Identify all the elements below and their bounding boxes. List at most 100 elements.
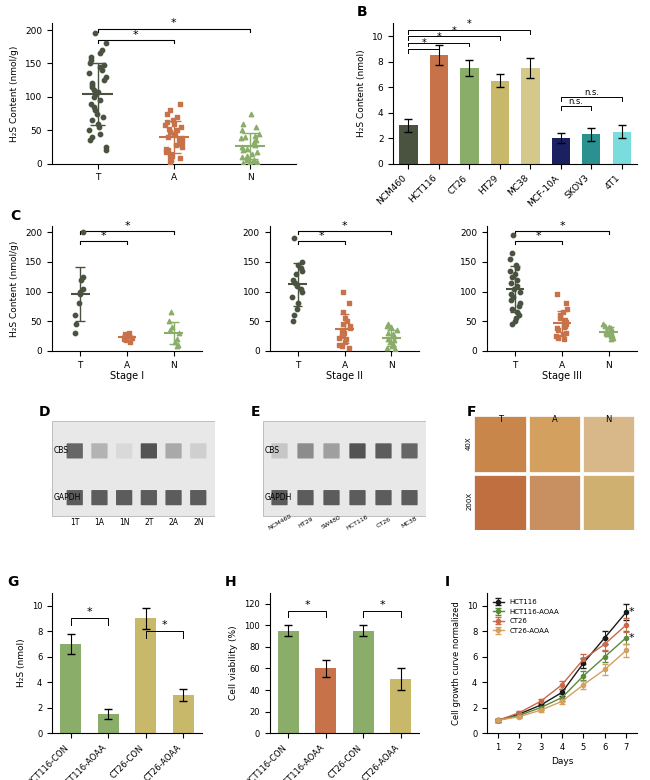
Text: CBS: CBS <box>53 446 69 456</box>
FancyBboxPatch shape <box>165 490 181 505</box>
FancyBboxPatch shape <box>190 490 207 505</box>
Text: F: F <box>466 405 476 419</box>
Text: *: * <box>629 607 634 617</box>
Point <box>174 327 184 339</box>
Point <box>236 132 246 144</box>
Point <box>560 320 570 332</box>
Point <box>254 127 264 140</box>
Point <box>342 315 352 328</box>
Point <box>96 64 107 76</box>
Point <box>382 342 392 354</box>
FancyBboxPatch shape <box>324 443 339 459</box>
Point <box>289 276 300 289</box>
Point <box>297 264 307 277</box>
Point <box>172 111 183 123</box>
Point <box>166 154 176 166</box>
Point <box>562 327 572 339</box>
Point <box>162 116 172 129</box>
Point <box>122 330 133 342</box>
Point <box>242 154 252 166</box>
Text: *: * <box>452 26 456 36</box>
Point <box>291 268 301 280</box>
Point <box>552 289 563 301</box>
Point <box>93 85 103 98</box>
Point <box>514 300 525 313</box>
Point <box>337 324 347 336</box>
Point <box>382 320 393 332</box>
Point <box>338 318 348 331</box>
Point <box>296 282 306 295</box>
Point <box>75 274 86 286</box>
Point <box>508 229 518 241</box>
Point <box>119 333 129 346</box>
X-axis label: Stage I: Stage I <box>110 371 144 381</box>
FancyBboxPatch shape <box>165 443 181 459</box>
Point <box>515 297 525 310</box>
Text: 1T: 1T <box>70 518 79 527</box>
Point <box>337 340 347 353</box>
Point <box>337 330 347 342</box>
Point <box>337 306 348 318</box>
FancyBboxPatch shape <box>375 443 391 459</box>
Point <box>87 114 98 126</box>
Point <box>246 108 256 120</box>
Text: *: * <box>437 32 441 42</box>
Point <box>124 327 134 339</box>
FancyBboxPatch shape <box>298 443 313 459</box>
Point <box>174 134 184 147</box>
Point <box>84 134 95 147</box>
Text: *: * <box>342 221 347 231</box>
Point <box>172 340 183 353</box>
Point <box>84 67 94 80</box>
Point <box>506 276 517 289</box>
Point <box>561 297 571 310</box>
Text: *: * <box>379 601 385 610</box>
FancyBboxPatch shape <box>190 443 207 459</box>
Text: *: * <box>467 20 472 29</box>
Text: 200X: 200X <box>466 492 472 510</box>
Bar <box>460 68 478 164</box>
Point <box>386 321 396 333</box>
FancyBboxPatch shape <box>349 490 365 505</box>
Point <box>86 98 96 110</box>
Point <box>168 114 178 126</box>
Point <box>385 335 395 348</box>
Point <box>558 321 569 333</box>
Text: n.s.: n.s. <box>569 97 584 105</box>
Point <box>605 323 616 335</box>
Point <box>238 157 248 169</box>
Point <box>296 261 306 274</box>
Point <box>250 121 261 133</box>
Point <box>553 324 564 336</box>
Point <box>334 339 345 351</box>
Point <box>70 327 80 339</box>
Point <box>74 297 85 310</box>
Point <box>172 124 182 136</box>
Bar <box>474 417 526 472</box>
Point <box>165 104 176 116</box>
Point <box>512 279 523 292</box>
Bar <box>52 420 214 516</box>
Legend: HCT116, HCT116-AOAA, CT26, CT26-AOAA: HCT116, HCT116-AOAA, CT26, CT26-AOAA <box>491 597 562 636</box>
Point <box>341 333 351 346</box>
Point <box>86 51 97 63</box>
Point <box>98 111 108 123</box>
Point <box>288 315 298 328</box>
Point <box>606 325 616 338</box>
Text: B: B <box>357 5 367 20</box>
Point <box>166 149 177 161</box>
Point <box>176 140 187 153</box>
Point <box>515 285 525 298</box>
Point <box>252 155 263 168</box>
Point <box>99 74 109 87</box>
Point <box>344 342 354 354</box>
Bar <box>135 619 156 733</box>
Point <box>602 328 612 341</box>
Point <box>164 315 174 328</box>
Bar <box>583 475 634 530</box>
Text: *: * <box>421 38 426 48</box>
FancyBboxPatch shape <box>272 443 287 459</box>
Text: *: * <box>162 620 167 630</box>
Point <box>251 134 261 147</box>
Point <box>514 309 524 321</box>
